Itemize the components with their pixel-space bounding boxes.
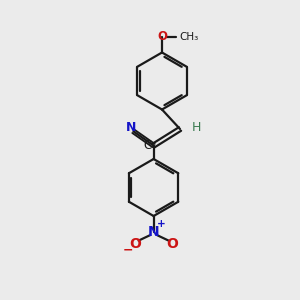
Text: +: + — [156, 219, 165, 230]
Text: N: N — [148, 225, 159, 238]
Text: C: C — [144, 139, 152, 152]
Text: O: O — [157, 30, 167, 44]
Text: CH₃: CH₃ — [179, 32, 198, 42]
Text: O: O — [166, 237, 178, 251]
Text: −: − — [123, 244, 133, 257]
Text: H: H — [191, 121, 201, 134]
Text: O: O — [129, 237, 141, 251]
Text: N: N — [126, 121, 136, 134]
